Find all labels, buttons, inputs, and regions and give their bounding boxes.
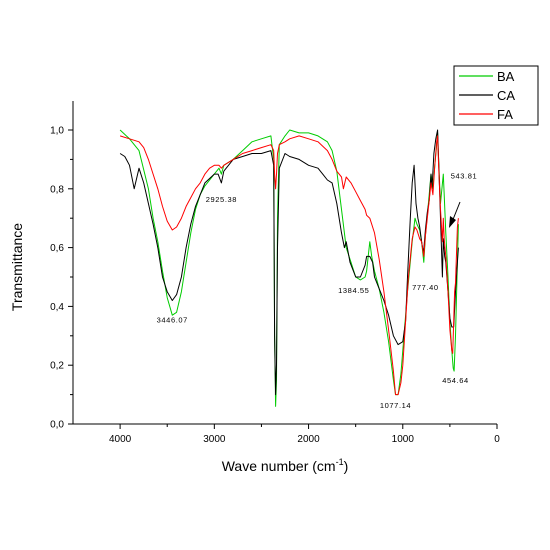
x-tick-label: 4000 <box>109 434 132 445</box>
x-axis-label: Wave number (cm-1) <box>222 457 349 474</box>
x-axis-label-end: ) <box>344 458 349 474</box>
peak-annotation: 454.64 <box>442 376 469 385</box>
annotation-arrow <box>449 201 461 228</box>
series-lines <box>119 129 459 407</box>
y-tick-label: 0,8 <box>50 184 64 195</box>
y-tick-label: 1,0 <box>50 126 64 137</box>
peak-annotation: 3446.07 <box>157 316 188 325</box>
x-axis-label-main: Wave number (cm <box>222 458 336 474</box>
peak-annotation: 2925.38 <box>206 195 237 204</box>
y-tick-label: 0,6 <box>50 243 64 254</box>
peak-annotation: 1077.14 <box>380 401 411 410</box>
peak-annotation: 777.40 <box>412 283 439 292</box>
y-tick-label: 0,2 <box>50 361 64 372</box>
legend-label-fa: FA <box>497 107 513 122</box>
legend: BA CA FA <box>453 65 539 126</box>
x-axis-label-superscript: -1 <box>336 457 344 467</box>
legend-label-ba: BA <box>497 69 515 84</box>
chart-axes <box>72 101 497 425</box>
x-tick-label: 3000 <box>203 434 226 445</box>
legend-label-ca: CA <box>497 88 515 103</box>
arrow-head <box>449 216 456 228</box>
peak-annotation: 1384.55 <box>338 286 369 295</box>
y-tick-label: 0,4 <box>50 302 64 313</box>
x-axis-ticks: 4000 3000 2000 1000 0 <box>109 424 500 445</box>
y-tick-label: 0,0 <box>50 420 64 431</box>
y-axis-label: Transmittance <box>9 223 25 311</box>
x-tick-label: 1000 <box>392 434 415 445</box>
peak-annotations: 3446.07 2925.38 1384.55 777.40 543.81 1077.14… <box>157 172 478 410</box>
x-tick-label: 2000 <box>297 434 320 445</box>
series-line-fa <box>119 135 459 396</box>
series-line-ca <box>119 129 459 396</box>
peak-annotation: 543.81 <box>451 172 478 181</box>
y-axis-ticks: 0,0 0,2 0,4 0,6 0,8 1,0 <box>50 126 73 431</box>
x-tick-label: 0 <box>494 434 500 445</box>
